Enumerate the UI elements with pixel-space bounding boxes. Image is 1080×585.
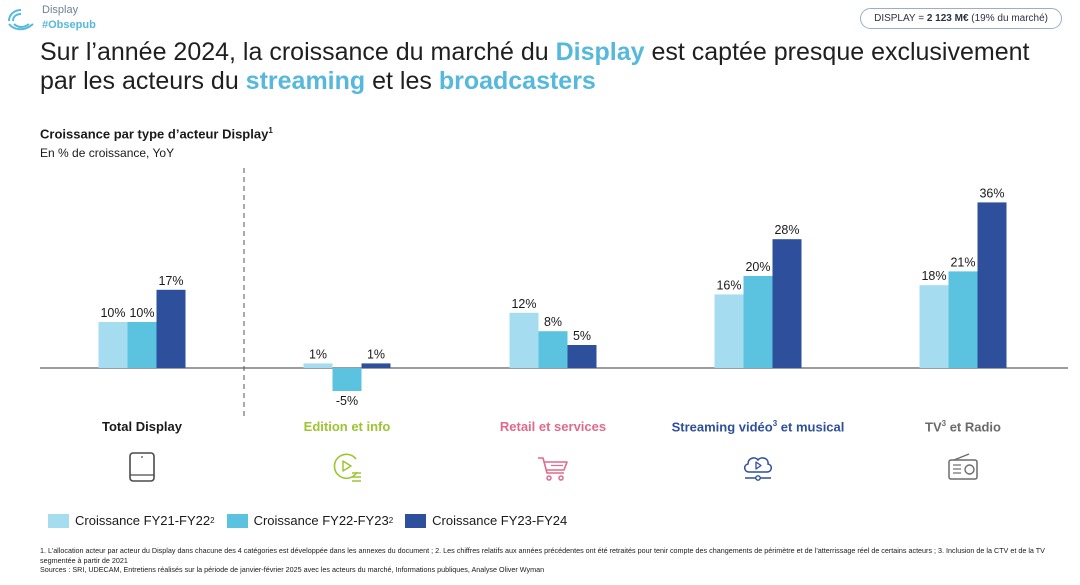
data-label-total-display-series-3: 17% (158, 274, 183, 288)
legend-swatch (226, 513, 248, 528)
data-label-tv-radio-series-3: 36% (979, 186, 1004, 200)
data-label-total-display-series-1: 10% (100, 306, 125, 320)
legend-footnote-mark: 2 (210, 516, 215, 525)
observatoire-logo-icon (8, 9, 34, 31)
legend-item-fy23-fy24: Croissance FY23-FY24 (405, 513, 567, 528)
bar-total-display-series-2 (127, 322, 157, 368)
category-label-tv-radio: TV3 et Radio (848, 419, 1078, 434)
bar-streaming-series-3 (772, 239, 802, 368)
legend-label: Croissance FY23-FY24 (432, 513, 568, 528)
bar-tv-radio-series-2 (948, 271, 978, 368)
data-label-total-display-series-2: 10% (129, 306, 154, 320)
bar-retail-services-series-2 (538, 331, 568, 368)
radio-icon (948, 453, 978, 480)
badge-prefix: DISPLAY = (874, 13, 927, 24)
footnotes: 1. L’allocation acteur par acteur du Dis… (40, 546, 1065, 575)
legend-swatch (405, 513, 427, 528)
play-list-icon (333, 453, 361, 482)
data-label-retail-services-series-2: 8% (544, 315, 562, 329)
cloud-play-icon (744, 457, 772, 481)
bar-retail-services-series-3 (567, 345, 597, 368)
data-label-retail-services-series-3: 5% (573, 329, 591, 343)
bar-edition-info-series-2 (332, 368, 362, 391)
page-headline: Sur l’année 2024, la croissance du march… (40, 38, 1070, 96)
headline-part-2: est captée presque exclusivement par les… (40, 38, 1030, 95)
chart-subtitle: En % de croissance, YoY (40, 146, 175, 160)
headline-part-3: et les (365, 67, 439, 95)
legend-label: Croissance FY21-FY22 (75, 513, 211, 528)
data-label-edition-info-series-3: 1% (367, 347, 385, 361)
bar-tv-radio-series-1 (919, 285, 949, 368)
bar-streaming-series-2 (743, 276, 773, 368)
brand-line-display: Display (42, 4, 79, 16)
brand-line-hashtag: #Obsepub (42, 19, 96, 31)
data-label-edition-info-series-2: -5% (336, 394, 358, 408)
category-label-text: Retail et services (499, 419, 607, 434)
growth-bar-chart: 10% 1% 12% 16% 18% 10% -5% 8% 20% 21% 17% 1% 5% 28% 36… (40, 168, 1068, 420)
category-label-text: Edition et info (303, 419, 391, 434)
category-label-text: Total Display (102, 419, 182, 434)
category-label-footnote-mark: 3 (772, 419, 778, 428)
legend-label: Croissance FY22-FY23 (253, 513, 389, 528)
category-label-footnote-mark: 3 (941, 419, 947, 428)
display-market-badge: DISPLAY = 2 123 M€ (19% du marché) (860, 8, 1062, 29)
badge-suffix: (19% du marché) (968, 13, 1048, 24)
headline-highlight-display: Display (555, 38, 645, 66)
category-label-streaming: Streaming vidéo3 et musical (643, 419, 873, 434)
data-label-edition-info-series-1: 1% (309, 347, 327, 361)
legend-item-fy22-fy23: Croissance FY22-FY23 2 (226, 513, 394, 528)
category-label-retail: Retail et services (438, 419, 668, 434)
headline-part-1: Sur l’année 2024, la croissance du march… (40, 38, 556, 66)
headline-highlight-streaming: streaming (245, 67, 366, 95)
tablet-icon (129, 452, 155, 482)
bar-tv-radio-series-3 (977, 202, 1007, 368)
footnote-definitions: 1. L’allocation acteur par acteur du Dis… (40, 546, 1045, 565)
category-label-total-display: Total Display (27, 419, 257, 434)
bar-edition-info-series-3 (361, 363, 391, 368)
badge-value: 2 123 M€ (926, 13, 969, 24)
bar-edition-info-series-1 (303, 363, 333, 368)
shopping-cart-icon (538, 457, 568, 481)
chart-legend: Croissance FY21-FY22 2 Croissance FY22-FY… (48, 513, 579, 528)
bar-total-display-series-1 (98, 322, 128, 368)
data-label-tv-radio-series-2: 21% (950, 255, 975, 269)
data-label-tv-radio-series-1: 18% (921, 269, 946, 283)
category-label-text: Streaming vidéo (671, 419, 773, 435)
category-label-rest: et Radio (946, 419, 1001, 435)
legend-item-fy21-fy22: Croissance FY21-FY22 2 (48, 513, 215, 528)
data-label-streaming-series-3: 28% (774, 223, 799, 237)
category-label-text: TV (925, 419, 942, 435)
category-label-edition: Edition et info (232, 419, 462, 434)
bar-total-display-series-3 (156, 289, 186, 368)
footnote-sources: Sources : SRI, UDECAM, Entretiens réalis… (40, 565, 545, 574)
chart-title-footnote-mark: 1 (268, 126, 273, 135)
data-label-streaming-series-2: 20% (745, 260, 770, 274)
chart-title: Croissance par type d’acteur Display1 (40, 126, 273, 141)
headline-highlight-broadcasters: broadcasters (438, 67, 596, 95)
data-label-streaming-series-1: 16% (716, 278, 741, 292)
chart-title-text: Croissance par type d’acteur Display (40, 126, 269, 142)
bar-streaming-series-1 (714, 294, 744, 368)
legend-footnote-mark: 2 (388, 516, 394, 525)
bar-retail-services-series-1 (509, 312, 539, 368)
legend-swatch (48, 513, 69, 528)
data-label-retail-services-series-1: 12% (511, 297, 536, 311)
category-label-rest: et musical (777, 419, 845, 435)
